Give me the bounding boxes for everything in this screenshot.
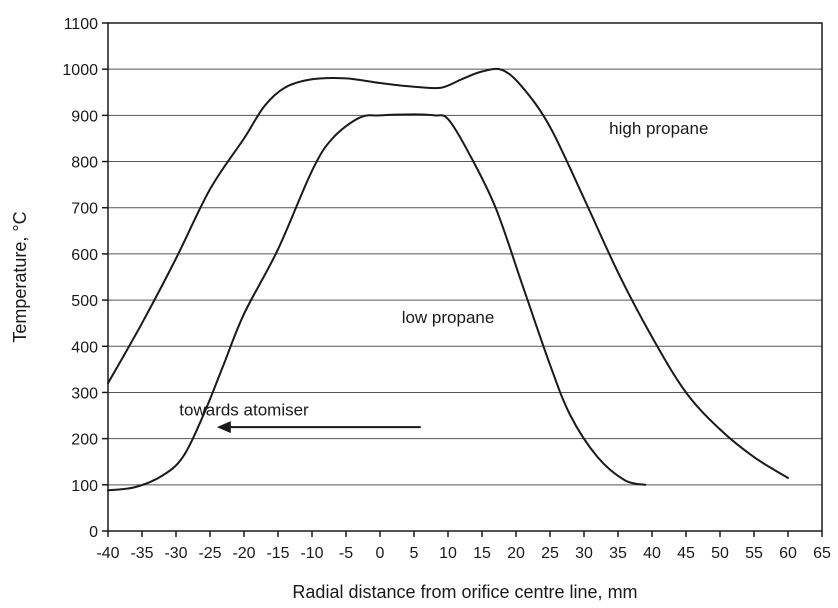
x-tick-label: 15 <box>473 545 491 562</box>
y-tick-label: 100 <box>71 478 98 495</box>
x-tick-label: -15 <box>266 545 289 562</box>
arrow-head <box>216 421 231 434</box>
annotation-label: high propane <box>609 119 708 138</box>
annotation-label: towards atomiser <box>179 401 309 420</box>
x-tick-label: 5 <box>410 545 419 562</box>
x-tick-label: 0 <box>376 545 385 562</box>
axis-ticks <box>102 22 823 537</box>
y-axis-title: Temperature, °C <box>10 211 30 342</box>
y-tick-label: 700 <box>71 201 98 218</box>
series-lines <box>107 67 789 492</box>
x-axis-title: Radial distance from orifice centre line… <box>292 582 637 602</box>
x-tick-label: -10 <box>300 545 323 562</box>
y-tick-label: 400 <box>71 339 98 356</box>
x-tick-label: 25 <box>541 545 559 562</box>
x-tick-label: 20 <box>507 545 525 562</box>
x-tick-label: -20 <box>232 545 255 562</box>
grid-lines <box>108 68 822 486</box>
x-tick-label: 55 <box>745 545 763 562</box>
x-tick-label: -25 <box>198 545 221 562</box>
plot-frame <box>107 22 823 532</box>
x-tick-label: 65 <box>813 545 831 562</box>
x-tick-label: 60 <box>779 545 797 562</box>
x-tick-label: 45 <box>677 545 695 562</box>
y-tick-label: 600 <box>71 247 98 264</box>
x-tick-label: 40 <box>643 545 661 562</box>
y-tick-label: 900 <box>71 108 98 125</box>
x-tick-label: 50 <box>711 545 729 562</box>
y-tick-label: 1000 <box>62 62 98 79</box>
y-tick-label: 800 <box>71 155 98 172</box>
y-tick-label: 300 <box>71 385 98 402</box>
annotations: towards atomiser low propane high propane <box>179 119 708 434</box>
x-tick-label: 30 <box>575 545 593 562</box>
y-tick-label: 500 <box>71 293 98 310</box>
y-tick-label: 200 <box>71 432 98 449</box>
x-tick-label: -40 <box>96 545 119 562</box>
series-line-low-propane <box>107 113 647 492</box>
series-line-high-propane <box>107 67 789 479</box>
y-tick-label: 0 <box>89 524 98 541</box>
x-tick-label: -5 <box>339 545 353 562</box>
y-axis-tick-labels: 0 100 200 300 400 500 600 700 800 900 1000 1100 <box>62 16 98 541</box>
x-axis-tick-labels: -40 -35 -30 -25 -20 -15 -10 -5 0 5 10 15 20 25 30 35 40 4… <box>96 545 831 562</box>
x-tick-label: 10 <box>439 545 457 562</box>
y-tick-label: 1100 <box>64 16 99 33</box>
x-tick-label: 35 <box>609 545 627 562</box>
annotation-label: low propane <box>402 308 495 327</box>
x-tick-label: -35 <box>130 545 153 562</box>
x-tick-label: -30 <box>164 545 187 562</box>
